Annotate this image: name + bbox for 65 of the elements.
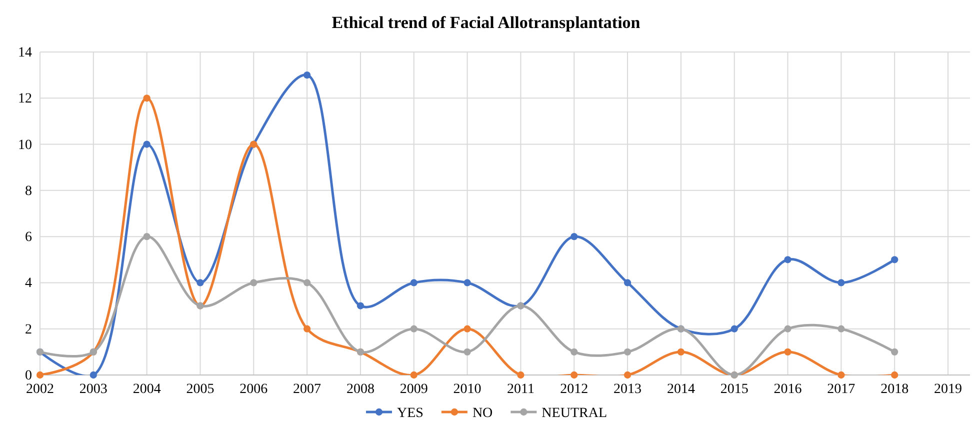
point (838, 279, 845, 286)
point (838, 325, 845, 332)
legend-label: NO (472, 406, 493, 421)
x-tick-label: 2002 (26, 382, 54, 397)
point (891, 256, 898, 264)
point (838, 371, 845, 379)
legend-label: YES (396, 406, 424, 421)
x-tick-label: 2010 (453, 382, 482, 397)
point (624, 371, 632, 379)
point (570, 371, 578, 379)
point (410, 279, 418, 286)
x-tick-label: 2019 (934, 382, 962, 397)
point (303, 279, 311, 286)
point (464, 325, 471, 332)
x-tick-label: 2004 (132, 382, 161, 397)
x-tick-label: 2013 (614, 382, 642, 397)
point (570, 233, 578, 240)
y-tick-label: 10 (18, 138, 32, 153)
x-tick-label: 2011 (506, 382, 534, 397)
x-tick-label: 2009 (400, 382, 428, 397)
y-tick-label: 12 (18, 92, 32, 107)
point (624, 348, 632, 356)
x-tick-label: 2006 (240, 382, 268, 397)
point (143, 140, 150, 148)
point (196, 279, 204, 286)
point (143, 233, 150, 240)
x-tick-label: 2016 (774, 382, 802, 397)
chart-title: Ethical trend of Facial Allotransplantation (332, 13, 641, 32)
point (677, 348, 685, 356)
x-tick-label: 2005 (186, 382, 214, 397)
y-tick-label: 0 (25, 368, 32, 384)
point (36, 371, 44, 379)
point (356, 302, 364, 310)
y-tick-label: 4 (25, 276, 32, 292)
point (90, 371, 97, 379)
point (891, 371, 898, 379)
point (303, 72, 311, 79)
point (410, 325, 418, 332)
point (303, 325, 311, 332)
x-tick-label: 2015 (720, 382, 748, 397)
x-tick-label: 2018 (880, 382, 909, 397)
x-tick-label: 2012 (560, 382, 588, 397)
point (570, 348, 578, 356)
x-tick-label: 2014 (666, 382, 695, 397)
y-tick-label: 2 (25, 322, 32, 338)
point (464, 348, 471, 356)
x-tick-label: 2008 (346, 382, 374, 397)
point (410, 371, 418, 379)
point (784, 256, 792, 264)
y-tick-label: 6 (25, 230, 32, 246)
point (784, 325, 792, 332)
x-tick-label: 2017 (827, 382, 856, 397)
y-tick-label: 14 (18, 45, 32, 60)
point (624, 279, 632, 286)
point (891, 348, 898, 356)
x-tick-label: 2003 (79, 382, 108, 397)
point (730, 325, 738, 332)
point (143, 94, 150, 102)
point (784, 348, 792, 356)
point (464, 279, 471, 286)
legend-label: NEUTRAL (542, 406, 608, 421)
y-tick-label: 8 (25, 184, 32, 199)
x-tick-label: 2007 (293, 382, 322, 397)
point (250, 279, 258, 286)
point (517, 371, 524, 379)
